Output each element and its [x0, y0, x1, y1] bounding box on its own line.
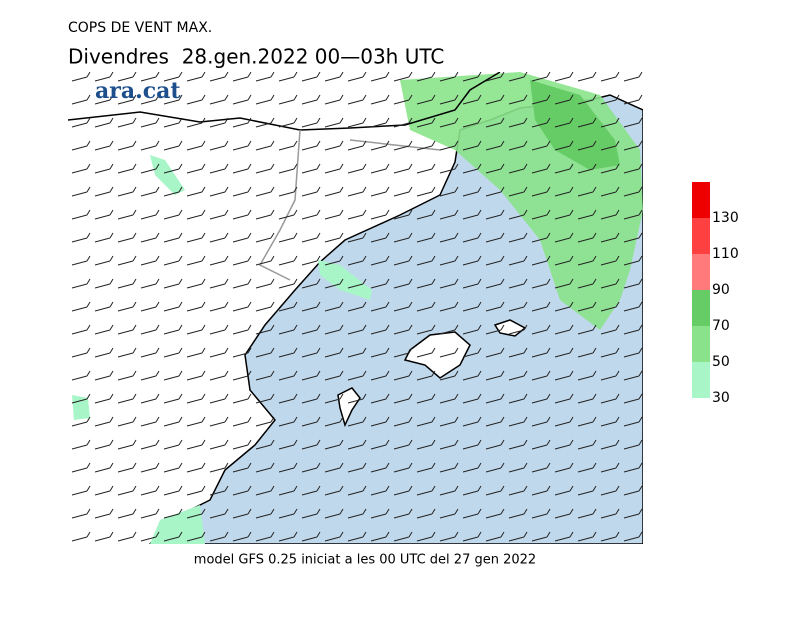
- legend-swatch: [692, 290, 710, 326]
- legend-swatch: [692, 362, 710, 398]
- footer: model GFS 0.25 iniciat a les 00 UTC del …: [194, 553, 536, 568]
- legend-swatch: [692, 218, 710, 254]
- subtitle: Divendres 28.gen.2022 00—03h UTC: [68, 45, 444, 69]
- legend-tick-label: 130: [712, 210, 739, 226]
- legend-tick-label: 50: [712, 354, 730, 370]
- legend-tick-label: 70: [712, 318, 730, 334]
- legend-swatch: [692, 182, 710, 218]
- legend-tick-label: 110: [712, 246, 739, 262]
- legend-tick-label: 30: [712, 390, 730, 406]
- legend-tick-label: 90: [712, 282, 730, 298]
- map: [68, 72, 643, 544]
- wind-barbs: [68, 72, 643, 544]
- title: COPS DE VENT MAX.: [68, 20, 212, 36]
- logo: ara.cat: [95, 78, 181, 104]
- legend-swatch: [692, 326, 710, 362]
- legend-swatch: [692, 254, 710, 290]
